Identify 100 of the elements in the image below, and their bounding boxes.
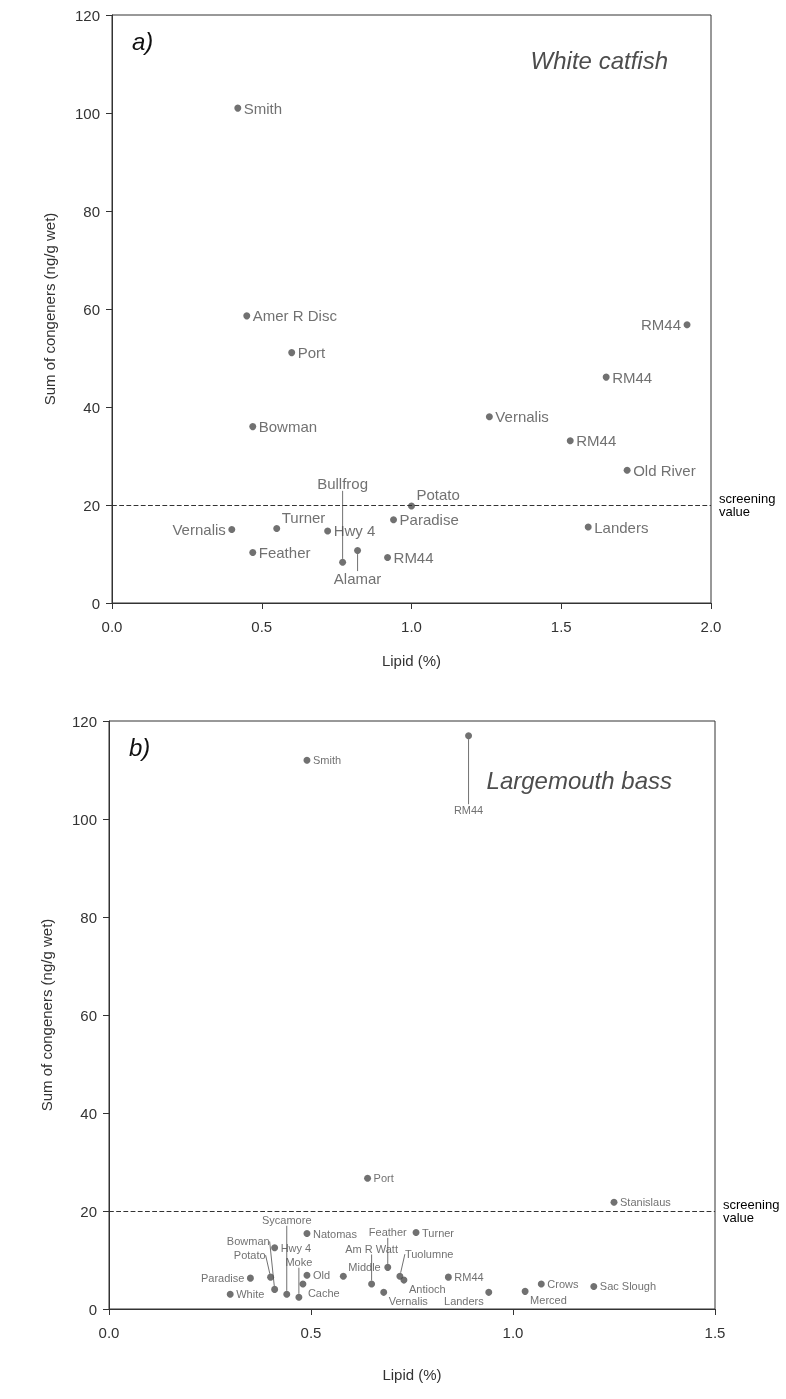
point — [288, 349, 296, 357]
point — [228, 526, 236, 533]
annotation: Turner — [281, 509, 326, 527]
point — [303, 756, 311, 764]
point — [384, 1263, 392, 1271]
y-tick-label: 100 — [74, 104, 100, 122]
annotation: Paradise — [200, 1272, 245, 1285]
y-axis-title: Sum of congeners (ng/g wet) — [41, 212, 58, 406]
annotation: Smith — [243, 99, 283, 117]
point — [271, 1285, 279, 1293]
x-tick-label: 1.0 — [502, 1324, 524, 1341]
point — [623, 466, 631, 474]
annotation: Sac Slough — [599, 1280, 657, 1293]
annotation: Crows — [547, 1278, 579, 1291]
annotation: Vernalis — [172, 521, 226, 538]
annotation: White — [236, 1288, 265, 1301]
point — [267, 1273, 275, 1281]
x-tick-label: 1.5 — [704, 1324, 726, 1341]
annotation: Cache — [307, 1287, 340, 1300]
annotation: RM44 — [641, 316, 682, 334]
point — [243, 312, 251, 320]
y-tick-label: 0 — [91, 594, 100, 612]
x-tick-label: 1.0 — [401, 618, 422, 635]
annotation: Vernalis — [495, 408, 549, 426]
x-tick-label: 0.0 — [101, 618, 123, 635]
annotation: b) — [129, 733, 151, 761]
annotation: Potato — [416, 486, 460, 504]
annotation: RM44 — [612, 368, 653, 386]
point — [271, 1244, 279, 1252]
point — [368, 1280, 376, 1288]
annotation: Smith — [312, 754, 342, 767]
x-tick-label: 0.5 — [300, 1324, 322, 1341]
y-tick-label: 40 — [80, 1104, 97, 1122]
annotation: Bullfrog — [317, 474, 369, 492]
y-axis-title: Sum of congeners (ng/g wet) — [38, 918, 55, 1112]
y-tick-label: 20 — [83, 496, 100, 514]
point — [364, 1174, 372, 1182]
ref-line-label: screening value — [723, 1197, 783, 1225]
y-tick-label: 80 — [80, 908, 97, 926]
x-axis-title: Lipid (%) — [382, 1366, 442, 1383]
annotation: Tuolumne — [404, 1248, 454, 1261]
annotation: Paradise — [399, 511, 459, 529]
x-tick-label: 0.5 — [251, 618, 273, 635]
text: Largemouth bass — [486, 766, 672, 794]
point — [444, 1273, 452, 1281]
point — [283, 1290, 291, 1298]
point — [390, 516, 398, 524]
point — [226, 1290, 234, 1298]
point — [590, 1282, 598, 1290]
point — [537, 1280, 545, 1288]
annotation: Amer R Disc — [252, 307, 338, 325]
annotation: Antioch — [408, 1283, 446, 1296]
annotation: RM44 — [454, 1271, 484, 1284]
point — [566, 437, 574, 445]
x-tick-label: 1.5 — [550, 618, 572, 635]
annotation: a) — [132, 27, 154, 55]
y-tick-label: 40 — [83, 398, 100, 416]
point — [234, 104, 242, 112]
point — [303, 1230, 311, 1238]
text: White catfish — [530, 46, 669, 74]
annotation: Alamar — [333, 570, 382, 588]
point — [521, 1287, 529, 1295]
point — [380, 1288, 388, 1296]
y-tick-label: 120 — [74, 6, 100, 24]
x-tick-label: 0.0 — [98, 1324, 120, 1341]
point — [249, 423, 257, 431]
point — [249, 549, 257, 557]
point — [384, 553, 392, 561]
point — [412, 1229, 420, 1237]
point — [339, 558, 347, 566]
annotation: RM44 — [453, 803, 484, 816]
y-tick-label: 60 — [83, 300, 100, 318]
x-axis-title: Lipid (%) — [381, 652, 442, 669]
point — [485, 1288, 493, 1296]
ref-line-label: screening value — [719, 491, 779, 519]
annotation: Old — [312, 1269, 331, 1282]
annotation: Port — [373, 1172, 394, 1185]
annotation: Merced — [530, 1294, 567, 1307]
point — [295, 1293, 303, 1301]
x-tick-label: 2.0 — [700, 618, 722, 635]
point — [303, 1271, 311, 1279]
annotation: Feather — [368, 1226, 408, 1239]
point — [602, 373, 610, 381]
annotation: Bowman — [258, 418, 318, 436]
y-tick-label: 100 — [71, 810, 97, 828]
annotation: Old River — [633, 461, 696, 479]
annotation: Landers — [444, 1295, 485, 1308]
point — [465, 732, 473, 740]
point — [324, 527, 332, 535]
annotation: Potato — [233, 1249, 266, 1262]
annotation: Landers — [594, 518, 649, 536]
annotation: RM44 — [576, 432, 617, 450]
annotation: Sycamore — [261, 1214, 312, 1227]
point — [273, 525, 281, 533]
y-tick-label: 0 — [88, 1300, 97, 1318]
annotation: RM44 — [393, 548, 434, 566]
point — [354, 547, 362, 555]
y-tick-label: 60 — [80, 1006, 97, 1024]
point — [584, 523, 592, 531]
y-tick-label: 20 — [80, 1202, 97, 1220]
